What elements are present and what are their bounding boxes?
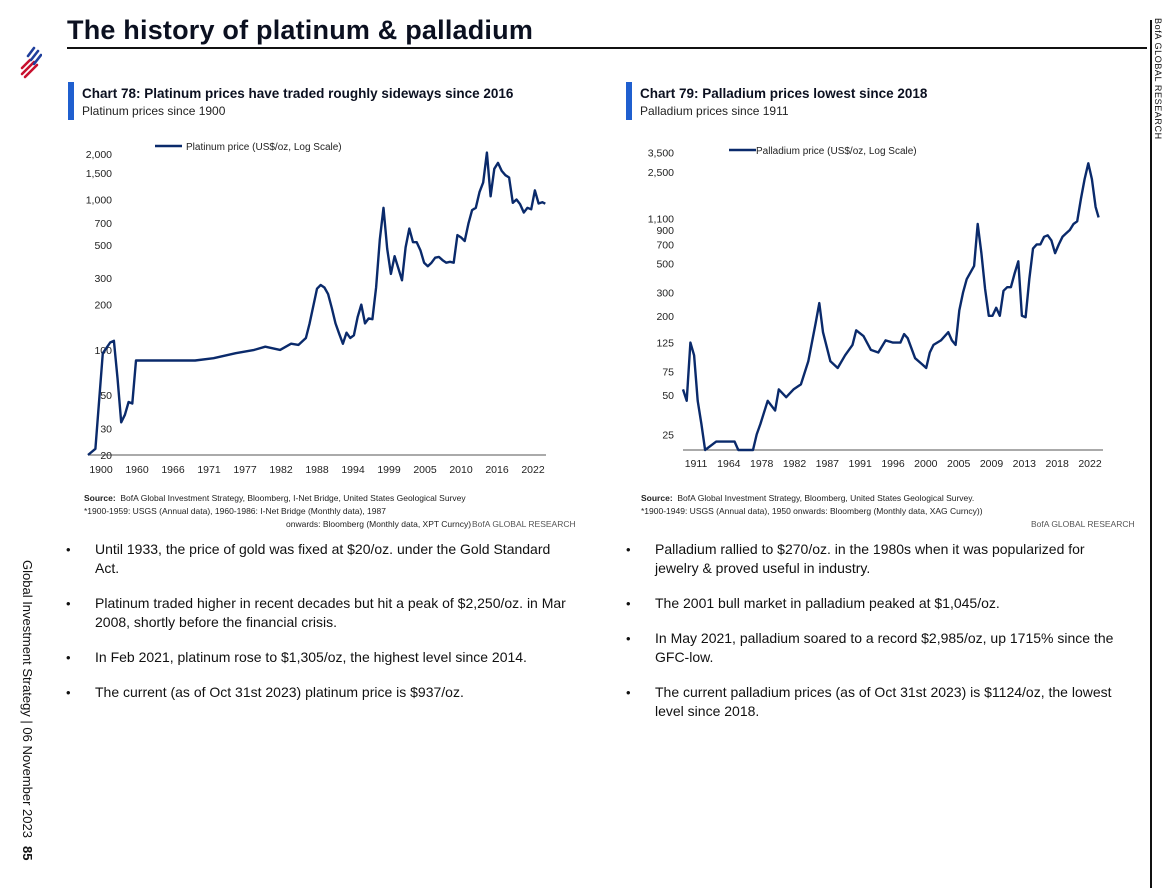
bofa-flag-logo: [20, 46, 42, 79]
chart-78-source: Source: BofA Global Investment Strategy,…: [84, 492, 466, 518]
list-item: Until 1933, the price of gold was fixed …: [66, 540, 566, 578]
platinum-y-tick-label: 50: [100, 390, 112, 402]
platinum-x-tick-label: 1900: [89, 464, 113, 476]
bullet-text: In Feb 2021, platinum rose to $1,305/oz,…: [95, 649, 527, 665]
chart-79-brand: BofA GLOBAL RESEARCH: [1031, 519, 1135, 529]
platinum-x-tick-label: 2016: [485, 464, 509, 476]
platinum-y-tick-label: 30: [100, 424, 112, 436]
platinum-series-line: [87, 151, 546, 456]
platinum-x-tick-label: 1994: [341, 464, 365, 476]
chart-79-accent-bar: [626, 82, 632, 120]
list-item: In Feb 2021, platinum rose to $1,305/oz,…: [66, 648, 566, 667]
platinum-x-tick-label: 2022: [521, 464, 545, 476]
platinum-legend-label: Platinum price (US$/oz, Log Scale): [186, 142, 342, 153]
platinum-x-tick-label: 1988: [305, 464, 329, 476]
chart-78-header: Chart 78: Platinum prices have traded ro…: [68, 82, 588, 122]
chart-79-subtitle: Palladium prices since 1911: [640, 104, 789, 118]
bullet-text: In May 2021, palladium soared to a recor…: [655, 630, 1114, 665]
chart-79-source-line-2: *1900-1949: USGS (Annual data), 1950 onw…: [641, 506, 983, 516]
list-item: The current palladium prices (as of Oct …: [626, 683, 1121, 721]
list-item: Platinum traded higher in recent decades…: [66, 594, 566, 632]
platinum-y-tick-label: 200: [94, 300, 112, 312]
chart-78-brand: BofA GLOBAL RESEARCH: [472, 519, 576, 529]
chart-79-source-label: Source:: [641, 493, 673, 503]
bullet-text: Palladium rallied to $270/oz. in the 198…: [655, 541, 1085, 576]
platinum-x-tick-label: 1999: [377, 464, 401, 476]
chart-78-source-line-1: BofA Global Investment Strategy, Bloombe…: [120, 493, 466, 503]
list-item: In May 2021, palladium soared to a recor…: [626, 629, 1121, 667]
list-item: The 2001 bull market in palladium peaked…: [626, 594, 1121, 613]
bullet-text: Platinum traded higher in recent decades…: [95, 595, 566, 630]
right-margin-divider: [1150, 20, 1152, 888]
bullet-text: The current palladium prices (as of Oct …: [655, 684, 1112, 719]
chart-78-accent-bar: [68, 82, 74, 120]
chart-78-source-label: Source:: [84, 493, 116, 503]
platinum-x-tick-label: 1960: [125, 464, 149, 476]
platinum-x-tick-label: 1977: [233, 464, 257, 476]
platinum-y-tick-label: 700: [94, 218, 112, 230]
chart-79-source: Source: BofA Global Investment Strategy,…: [641, 492, 983, 518]
platinum-x-tick-label: 2005: [413, 464, 437, 476]
chart-78-title: Chart 78: Platinum prices have traded ro…: [82, 86, 514, 101]
page-number: 85: [20, 846, 35, 861]
platinum-y-tick-label: 500: [94, 240, 112, 252]
platinum-x-tick-label: 2010: [449, 464, 473, 476]
chart-79-source-line-1: BofA Global Investment Strategy, Bloombe…: [677, 493, 975, 503]
platinum-x-tick-label: 1966: [161, 464, 185, 476]
bullet-text: The current (as of Oct 31st 2023) platin…: [95, 684, 464, 700]
list-item: Palladium rallied to $270/oz. in the 198…: [626, 540, 1121, 578]
chart-78-subtitle: Platinum prices since 1900: [82, 104, 226, 118]
bullet-text: The 2001 bull market in palladium peaked…: [655, 595, 1000, 611]
platinum-y-tick-label: 2,000: [86, 149, 112, 161]
platinum-y-tick-label: 20: [100, 450, 112, 462]
chart-79-header: Chart 79: Palladium prices lowest since …: [626, 82, 1126, 122]
platinum-notes: Until 1933, the price of gold was fixed …: [66, 540, 566, 702]
palladium-notes: Palladium rallied to $270/oz. in the 198…: [626, 540, 1121, 721]
chart-78-source-line-2: *1900-1959: USGS (Annual data), 1960-198…: [84, 506, 386, 516]
list-item: The current (as of Oct 31st 2023) platin…: [66, 683, 566, 702]
platinum-y-tick-label: 300: [94, 273, 112, 285]
footer-report-label: Global Investment Strategy | 06 November…: [20, 560, 35, 838]
page-title: The history of platinum & palladium: [67, 15, 534, 45]
chart-78-source-line-3: onwards: Bloomberg (Monthly data, XPT Cu…: [286, 519, 472, 529]
platinum-y-tick-label: 1,500: [86, 168, 112, 180]
side-brand-label: BofA GLOBAL RESEARCH: [1153, 18, 1163, 140]
chart-79-title: Chart 79: Palladium prices lowest since …: [640, 86, 928, 101]
title-divider: [67, 47, 1147, 49]
platinum-x-tick-label: 1982: [269, 464, 293, 476]
platinum-x-tick-label: 1971: [197, 464, 221, 476]
platinum-y-tick-label: 1,000: [86, 194, 112, 206]
bullet-text: Until 1933, the price of gold was fixed …: [95, 541, 551, 576]
